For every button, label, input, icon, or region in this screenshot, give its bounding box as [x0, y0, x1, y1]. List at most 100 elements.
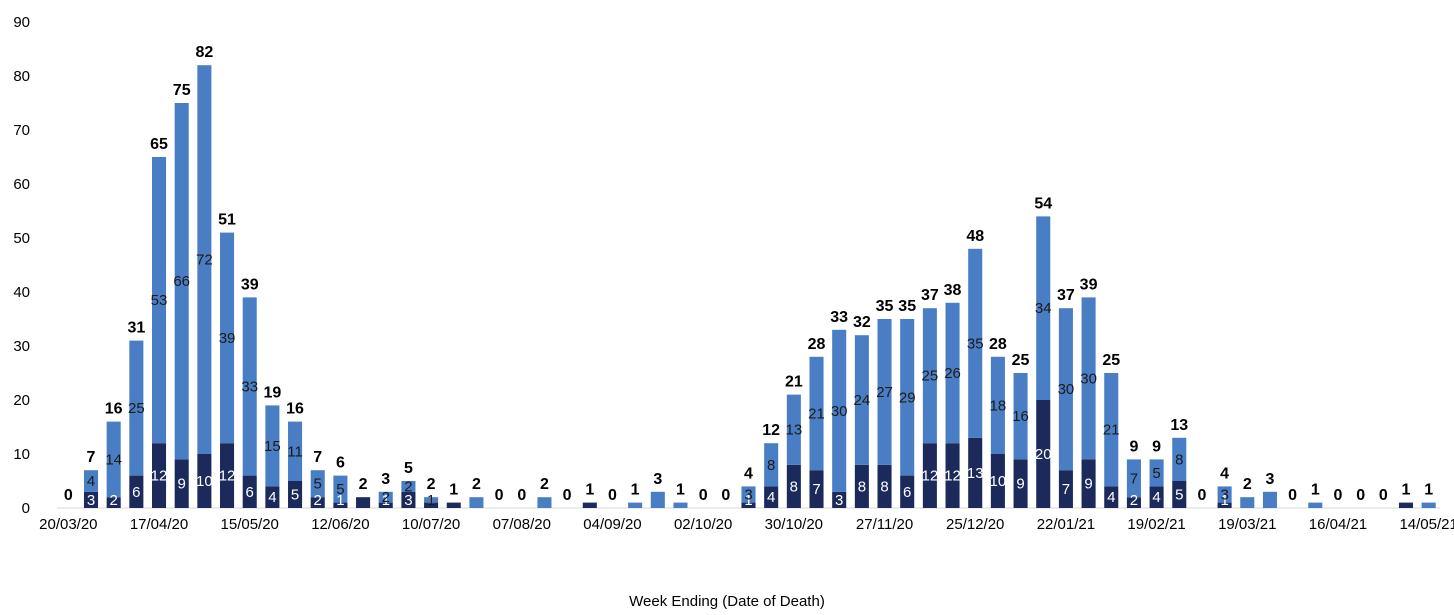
- bar-segment-label: 10: [196, 473, 213, 490]
- bar-total-label: 4: [744, 465, 753, 482]
- bar-segment-light: [877, 319, 892, 465]
- stacked-bar-chart: 0102030405060708090073416214316256512537…: [13, 14, 1454, 533]
- bar-total-label: 0: [563, 487, 572, 504]
- bar-total-label: 19: [263, 384, 281, 401]
- x-tick-label: 22/01/21: [1037, 516, 1095, 533]
- bar-segment-label: 5: [1175, 487, 1183, 504]
- bar-total-label: 38: [944, 282, 962, 299]
- bar-segment-label: 8: [767, 457, 775, 474]
- bar-segment-dark: [877, 464, 892, 508]
- x-tick-label: 07/08/20: [493, 516, 551, 533]
- x-tick-label: 27/11/20: [856, 516, 913, 533]
- bar-segment-label: 8: [790, 478, 798, 495]
- bar-segment-label: 5: [291, 487, 299, 504]
- bar-segment-light: [1308, 502, 1323, 508]
- bar-segment-label: 6: [903, 484, 911, 501]
- bar-segment-label: 2: [1130, 492, 1138, 509]
- bar-total-label: 28: [989, 336, 1007, 353]
- bar-segment-dark: [1081, 459, 1096, 508]
- y-tick-label: 10: [13, 446, 30, 463]
- bar-segment-dark: [83, 491, 99, 508]
- bar-total-label: 0: [608, 487, 617, 504]
- bar-segment-label: 1: [1220, 492, 1228, 509]
- x-tick-label: 19/02/21: [1127, 516, 1185, 533]
- bar-segment-light: [1217, 486, 1232, 503]
- bar-segment-label: 4: [1152, 489, 1160, 506]
- bar-segment-label: 33: [241, 379, 258, 396]
- bar-segment-light: [1013, 373, 1028, 460]
- bar-segment-light: [1149, 459, 1164, 487]
- bar-segment-light: [764, 443, 779, 487]
- bar-segment-dark: [333, 502, 348, 508]
- bar-total-label: 1: [676, 482, 685, 499]
- bar-total-label: 0: [495, 487, 504, 504]
- bar-total-label: 2: [540, 476, 549, 493]
- bar-total-label: 1: [1402, 482, 1411, 499]
- bar-segment-dark: [900, 475, 915, 508]
- bar-segment-dark: [424, 502, 439, 508]
- bar-segment-light: [333, 475, 348, 503]
- bar-segment-label: 10: [990, 473, 1007, 490]
- bar-segment-dark: [990, 454, 1005, 508]
- bar-total-label: 1: [1311, 482, 1320, 499]
- bar-segment-label: 1: [427, 492, 435, 509]
- bar-total-label: 0: [1197, 487, 1206, 504]
- bar-segment-label: 3: [1220, 487, 1228, 504]
- bar-total-label: 0: [699, 487, 708, 504]
- bar-segment-light: [106, 421, 121, 498]
- bar-total-label: 1: [449, 482, 458, 499]
- bar-segment-label: 20: [1035, 446, 1052, 463]
- x-tick-label: 15/05/20: [221, 516, 279, 533]
- bar-total-label: 51: [218, 212, 236, 229]
- bar-segment-label: 8: [880, 478, 888, 495]
- bar-segment-light: [401, 481, 416, 492]
- x-tick-label: 10/07/20: [402, 516, 460, 533]
- bar-segment-light: [242, 297, 257, 476]
- bar-segment-dark: [1104, 486, 1119, 508]
- bar-segment-label: 21: [1103, 422, 1120, 439]
- bar-total-label: 3: [381, 471, 390, 488]
- bar-segment-light: [854, 335, 869, 465]
- bar-segment-label: 3: [744, 487, 752, 504]
- bar-segment-light: [1262, 491, 1277, 508]
- bar-segment-label: 6: [132, 484, 140, 501]
- bar-segment-label: 6: [246, 484, 254, 501]
- bar-total-label: 4: [1220, 465, 1229, 482]
- bar-segment-dark: [1058, 470, 1073, 508]
- bar-total-label: 0: [1334, 487, 1343, 504]
- bar-segment-light: [786, 394, 801, 465]
- bar-segment-light: [537, 497, 552, 508]
- bar-segment-label: 1: [382, 492, 390, 509]
- bar-total-label: 28: [808, 336, 826, 353]
- bar-segment-label: 1: [427, 492, 435, 509]
- bar-total-label: 0: [1356, 487, 1365, 504]
- bar-segment-dark: [809, 470, 824, 508]
- bar-segment-label: 25: [922, 368, 939, 385]
- bar-segment-label: 12: [922, 468, 939, 485]
- bar-segment-dark: [786, 464, 801, 508]
- bar-segment-label: 16: [1012, 408, 1029, 425]
- bar-segment-label: 4: [87, 473, 95, 490]
- bar-segment-light: [741, 486, 756, 503]
- y-tick-label: 70: [13, 122, 30, 139]
- bar-total-label: 7: [313, 449, 322, 466]
- bar-segment-label: 13: [786, 422, 803, 439]
- x-tick-label: 16/04/21: [1309, 516, 1367, 533]
- bar-segment-light: [424, 497, 439, 503]
- bar-total-label: 0: [721, 487, 730, 504]
- bar-total-label: 32: [853, 314, 871, 331]
- bar-segment-label: 4: [268, 489, 276, 506]
- bar-segment-light: [990, 356, 1005, 454]
- bar-segment-label: 21: [808, 406, 825, 423]
- bar-segment-label: 8: [1175, 451, 1183, 468]
- bar-total-label: 3: [653, 471, 662, 488]
- bar-segment-label: 25: [128, 400, 145, 417]
- bar-segment-dark: [854, 464, 869, 508]
- bar-total-label: 7: [87, 449, 96, 466]
- bar-total-label: 48: [966, 228, 984, 245]
- bar-total-label: 1: [631, 482, 640, 499]
- bar-total-label: 13: [1170, 417, 1188, 434]
- bar-segment-label: 5: [1152, 465, 1160, 482]
- x-tick-label: 17/04/20: [130, 516, 188, 533]
- bar-total-label: 35: [876, 298, 894, 315]
